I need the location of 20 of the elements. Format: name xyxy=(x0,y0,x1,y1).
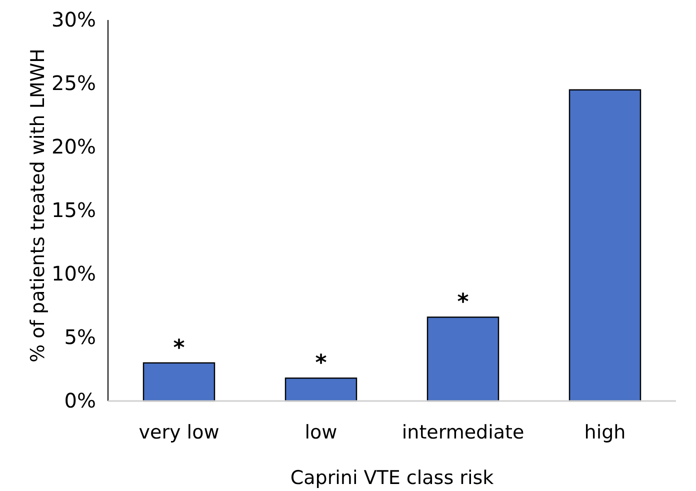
y-tick-label: 10% xyxy=(52,261,96,286)
annotation: * xyxy=(315,351,328,376)
y-axis-title: % of patients treated with LMWH xyxy=(27,48,49,362)
bar xyxy=(568,89,642,402)
x-axis-title: Caprini VTE class risk xyxy=(290,467,494,489)
x-tick-label: intermediate xyxy=(402,421,524,444)
y-tick-label: 5% xyxy=(64,324,96,349)
annotation: * xyxy=(457,290,470,316)
y-tick-label: 0% xyxy=(64,388,96,412)
x-tick-label: low xyxy=(304,421,338,444)
bar xyxy=(142,362,216,402)
y-tick-label: 15% xyxy=(52,198,96,222)
bar xyxy=(284,378,358,402)
y-tick-label: 20% xyxy=(52,134,96,158)
y-tick-label: 25% xyxy=(52,70,96,95)
x-tick-label: very low xyxy=(138,421,220,444)
x-tick-label: high xyxy=(584,421,626,444)
y-tick-label: 30% xyxy=(52,7,96,32)
bar xyxy=(426,316,500,402)
annotation: * xyxy=(173,336,186,361)
